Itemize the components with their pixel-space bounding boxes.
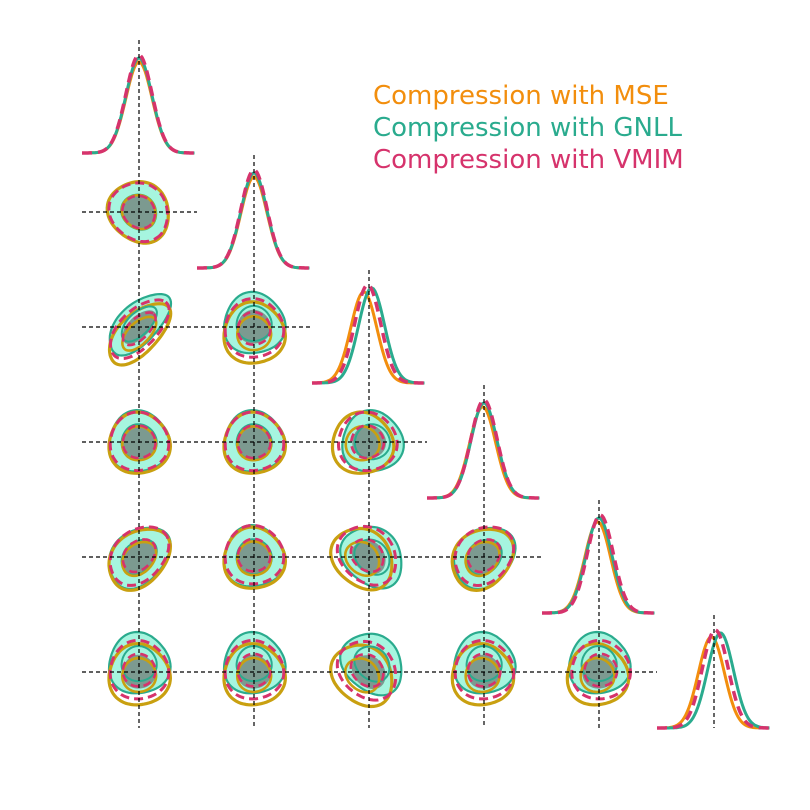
contour-vmim-inner <box>350 424 386 460</box>
marginal-vmim <box>82 53 195 155</box>
contour-vmim-outer <box>223 638 286 701</box>
marginal-mse <box>82 60 195 155</box>
contour-vmim-outer <box>453 525 516 588</box>
contour-vmim-outer <box>107 181 169 244</box>
truth-markers <box>82 40 715 728</box>
contour-mse-outer <box>565 642 631 707</box>
contour-vmim-inner <box>121 424 157 460</box>
marginal-mse <box>427 405 540 500</box>
marginal-mse <box>542 520 655 615</box>
marginal-1 <box>197 168 310 270</box>
contour-vmim-inner <box>583 652 619 688</box>
legend-entry-gnll: Compression with GNLL <box>373 113 682 143</box>
panel-4-2 <box>329 524 403 592</box>
contour-mse-outer <box>450 642 516 707</box>
contour-vmim-inner <box>236 537 272 573</box>
contour-mse-inner <box>344 540 381 577</box>
contour-mse-outer <box>329 643 394 709</box>
contour-gnll-inner <box>353 645 391 683</box>
marginal-gnll <box>427 401 540 500</box>
contour-mse-outer <box>329 526 394 592</box>
panel-5-1 <box>222 630 288 707</box>
marginal-gnll <box>82 56 195 155</box>
panel-5-4 <box>565 630 632 707</box>
contour-vmim-inner <box>236 310 272 346</box>
panel-4-1 <box>222 523 288 590</box>
contour-mse-inner <box>464 656 501 694</box>
marginal-vmim <box>542 513 655 615</box>
panel-5-0 <box>107 630 173 707</box>
contour-vmim-outer <box>335 524 398 587</box>
contour-mse-inner <box>121 425 158 462</box>
contour-mse-inner <box>121 315 158 352</box>
marginal-vmim <box>657 628 770 730</box>
legend: Compression with MSE Compression with GN… <box>373 80 684 176</box>
contour-vmim-outer <box>335 639 398 702</box>
marginal-vmim <box>312 283 425 385</box>
panel-3-1 <box>222 408 288 475</box>
contour-mse-inner <box>121 540 158 578</box>
contour-mse-inner <box>344 425 381 462</box>
contour-vmim-outer <box>336 410 399 473</box>
contour-mse-inner <box>579 656 616 694</box>
contour-mse-outer <box>107 527 173 592</box>
contour-vmim-outer <box>108 298 171 361</box>
panel-2-0 <box>107 293 173 367</box>
contour-vmim-inner <box>121 311 157 347</box>
marginal-vmim <box>197 168 310 270</box>
contour-inner-fill <box>237 424 272 459</box>
contour-vmim-outer <box>453 638 516 701</box>
contour-vmim-inner <box>349 538 385 574</box>
marginal-vmim <box>427 398 540 500</box>
legend-entry-vmim: Compression with VMIM <box>373 145 684 175</box>
contour-vmim-outer <box>108 525 171 587</box>
contour-vmim-inner <box>466 652 502 688</box>
marginal-gnll <box>312 286 425 385</box>
contour-vmim-outer <box>108 638 171 701</box>
marginal-mse <box>197 175 310 270</box>
marginal-2 <box>311 283 425 385</box>
panel-5-2 <box>329 632 403 709</box>
marginal-0 <box>82 53 195 155</box>
contour-vmim-inner <box>236 652 272 688</box>
contour-gnll-inner <box>465 644 503 683</box>
contour-vmim-inner <box>121 194 157 230</box>
legend-entry-mse: Compression with MSE <box>373 81 669 111</box>
contour-gnll-inner <box>235 644 273 683</box>
contour-vmim-outer <box>223 523 286 586</box>
contour-gnll-inner <box>235 304 273 342</box>
marginal-3 <box>427 398 540 500</box>
contour-vmim-inner <box>121 652 157 688</box>
contour-vmim-inner <box>349 653 385 689</box>
contour-mse-inner <box>236 425 273 462</box>
marginal-4 <box>542 513 655 615</box>
panel-2-1 <box>222 290 288 365</box>
marginal-gnll <box>542 516 655 615</box>
marginal-gnll <box>197 171 310 270</box>
contour-vmim-inner <box>236 424 272 460</box>
contour-gnll-inner <box>120 644 158 683</box>
contour-vmim-inner <box>466 538 502 574</box>
marginal-gnll <box>657 631 770 730</box>
contour-vmim-outer <box>223 297 286 359</box>
contour-gnll-inner <box>353 423 391 461</box>
panel-4-3 <box>450 525 517 593</box>
contour-mse-inner <box>236 540 273 577</box>
panel-5-3 <box>450 630 517 707</box>
contour-vmim-outer <box>570 638 632 701</box>
contour-gnll-inner <box>580 644 618 683</box>
panel-1-0 <box>105 179 170 245</box>
marginal-5 <box>657 628 770 730</box>
panel-4-0 <box>107 525 173 592</box>
marginal-mse <box>311 290 425 385</box>
